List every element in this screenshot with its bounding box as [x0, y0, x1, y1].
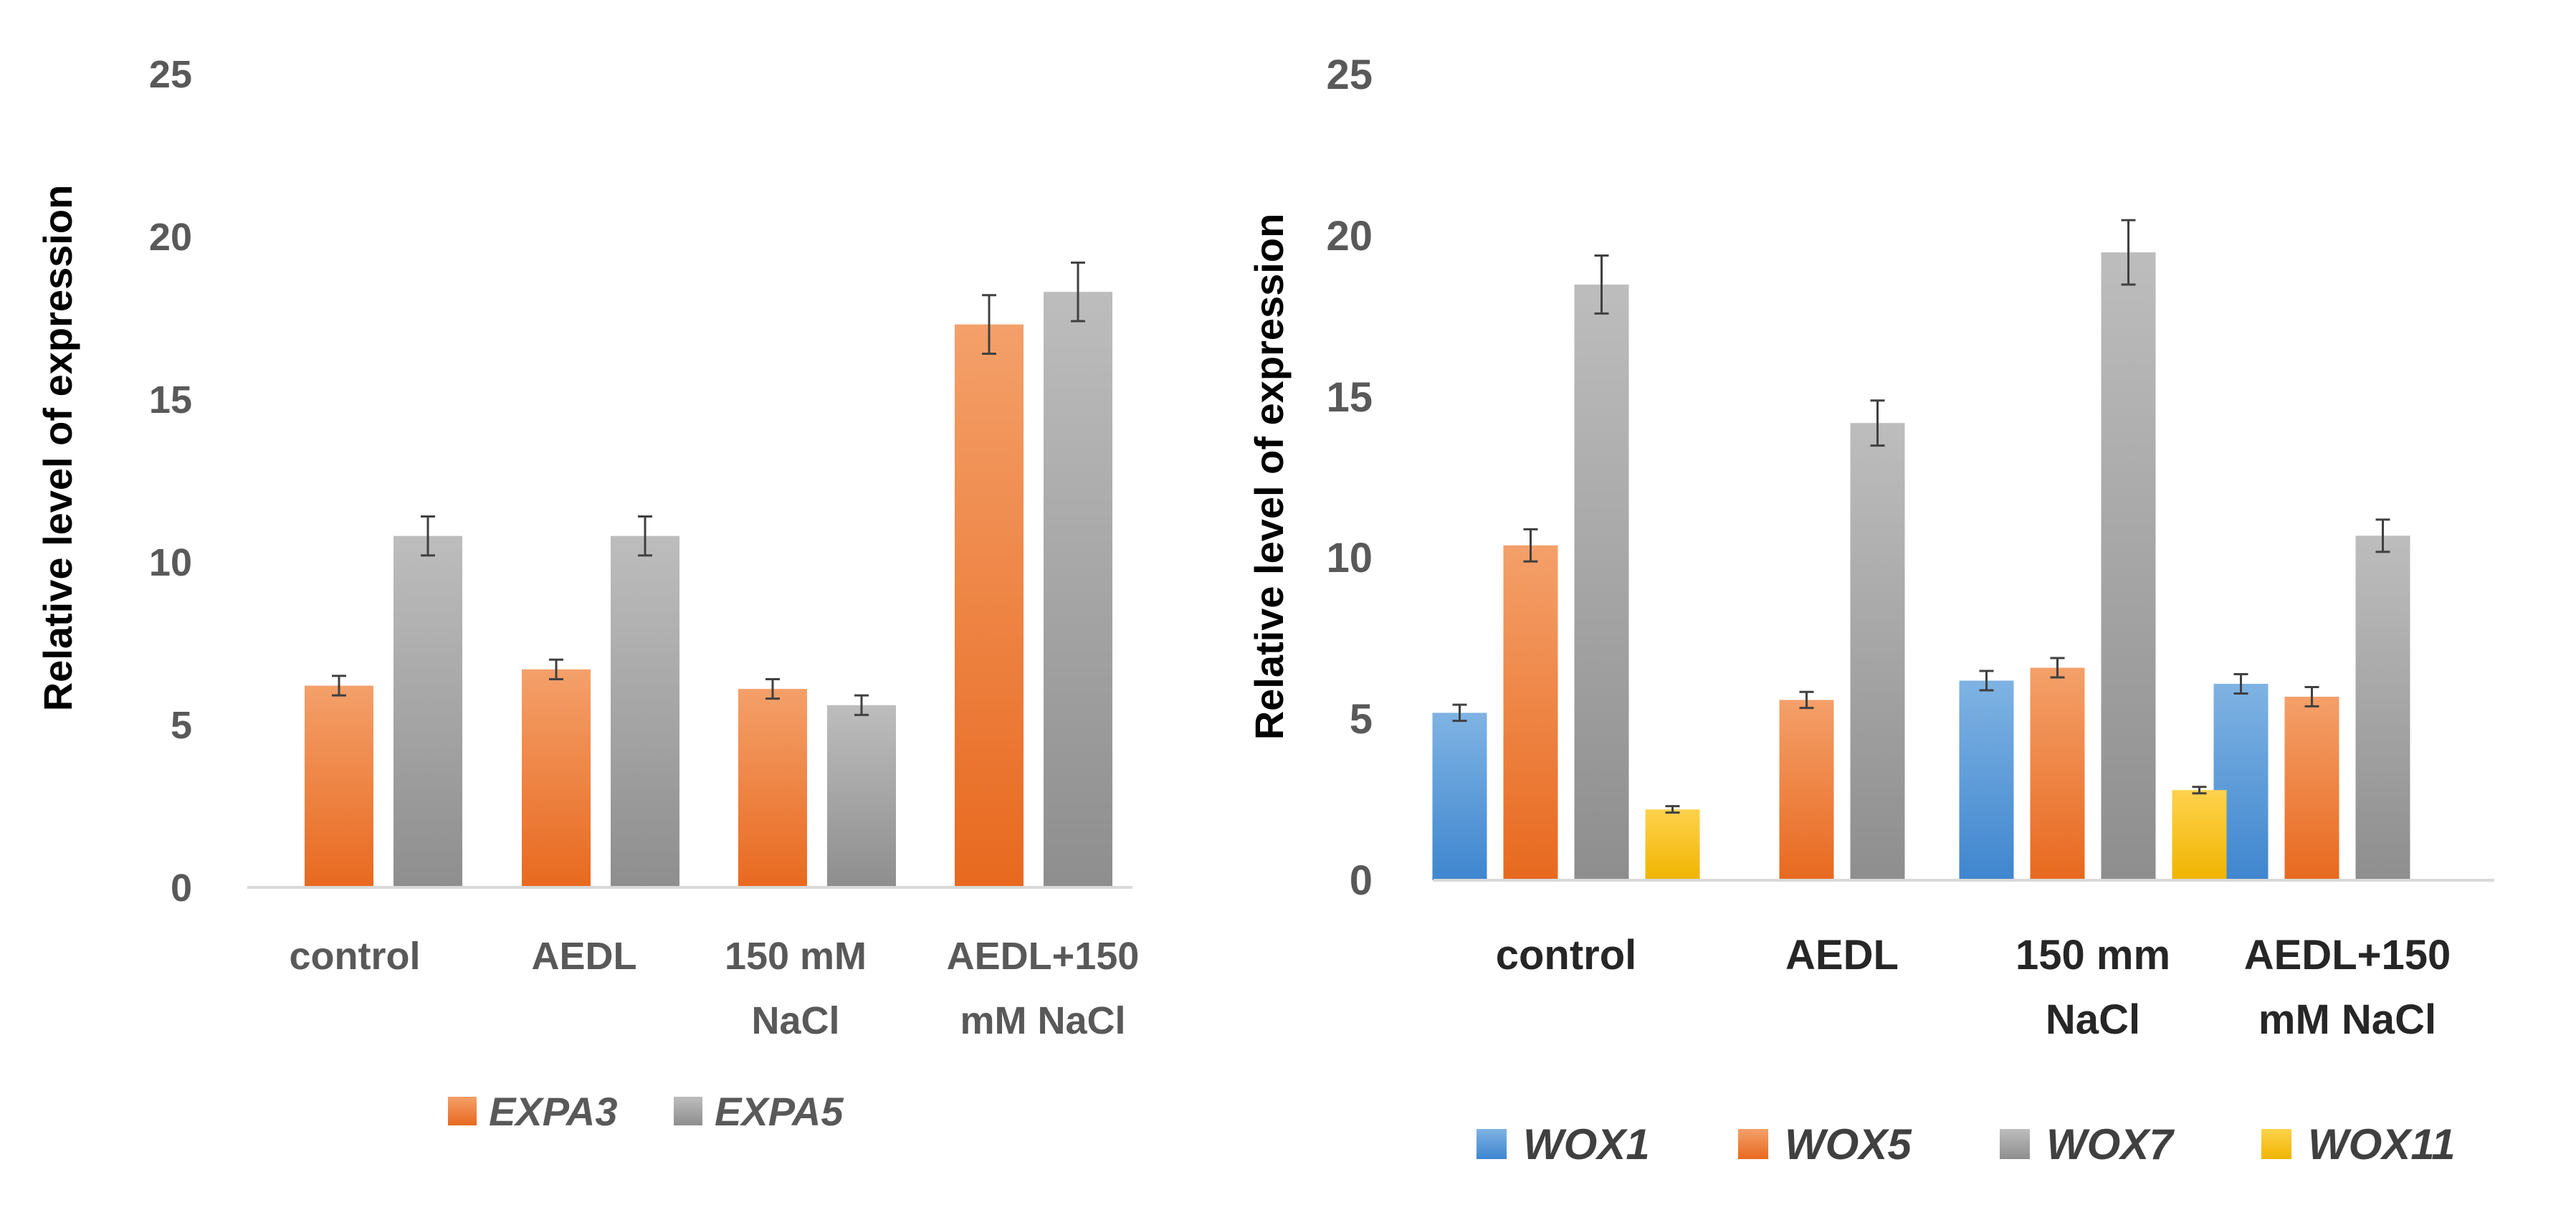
bar-wox1-2	[1959, 680, 2014, 880]
errorbar-wox5-2	[2050, 657, 2065, 679]
legend-swatch-wox5	[1738, 1129, 1768, 1159]
right-category-control: control	[1496, 932, 1637, 978]
errorbar-expa5-2	[854, 694, 869, 716]
right-y-tick-20: 20	[1326, 213, 1373, 259]
left-chart: Relative level of expression 0 5 10 15 2…	[35, 53, 1139, 1134]
errorbar-wox7-0	[1594, 254, 1609, 315]
left-y-tick-0: 0	[171, 867, 192, 910]
right-y-tick-10: 10	[1326, 535, 1373, 581]
right-y-tick-5: 5	[1350, 696, 1373, 743]
right-x-categories: control AEDL 150 mm NaCl AEDL+150 mM NaC…	[1496, 932, 2451, 1043]
bar-wox5-3	[2284, 696, 2339, 880]
errorbar-wox11-0	[1665, 805, 1680, 814]
bar-wox5-1	[1779, 700, 1834, 880]
left-y-tick-5: 5	[171, 704, 192, 747]
legend-label-wox7: WOX7	[2046, 1120, 2175, 1168]
bar-wox7-2	[2101, 252, 2156, 880]
left-category-aedl150-line2: mM NaCl	[960, 999, 1125, 1042]
errorbar-wox1-2	[1979, 670, 1994, 692]
left-y-tick-10: 10	[149, 541, 192, 584]
right-category-150mm-line1: 150 mm	[2016, 932, 2170, 978]
legend-label-wox1: WOX1	[1523, 1120, 1650, 1168]
errorbar-wox7-2	[2121, 219, 2136, 286]
errorbar-expa5-0	[421, 515, 435, 557]
errorbar-wox5-3	[2304, 685, 2319, 707]
bar-expa3-3	[955, 324, 1024, 888]
legend-swatch-wox1	[1477, 1129, 1507, 1159]
errorbar-expa3-0	[332, 675, 346, 697]
left-bars	[305, 261, 1112, 888]
legend-swatch-wox7	[2000, 1129, 2030, 1159]
right-y-axis-label: Relative level of expression	[1246, 214, 1292, 740]
left-y-tick-25: 25	[149, 53, 192, 96]
right-chart: Relative level of expression 0 5 10 15 2…	[1246, 52, 2494, 1168]
errorbar-wox7-3	[2375, 518, 2390, 553]
bar-expa5-3	[1044, 292, 1112, 887]
bar-expa5-1	[611, 535, 679, 887]
legend-swatch-wox11	[2261, 1129, 2291, 1159]
legend-label-wox11: WOX11	[2308, 1120, 2456, 1168]
bar-expa3-2	[738, 689, 807, 887]
legend-swatch-expa3	[448, 1097, 477, 1125]
legend-label-expa3: EXPA3	[489, 1089, 617, 1134]
left-y-ticks: 0 5 10 15 20 25	[149, 53, 192, 910]
errorbar-expa3-3	[982, 294, 996, 355]
bar-expa3-1	[522, 669, 591, 887]
errorbar-wox1-3	[2233, 673, 2248, 695]
right-bars	[1432, 219, 2410, 881]
right-category-150mm-line2: NaCl	[2046, 996, 2140, 1043]
right-category-aedl150-line1: AEDL+150	[2244, 932, 2451, 978]
bar-expa5-0	[393, 535, 462, 887]
left-category-150mm-line1: 150 mM	[725, 935, 867, 978]
bar-wox7-0	[1574, 284, 1629, 881]
bar-expa3-0	[305, 685, 373, 887]
left-category-150mm-line2: NaCl	[751, 999, 839, 1042]
legend-label-wox5: WOX5	[1785, 1120, 1912, 1168]
left-y-axis-label: Relative level of expression	[35, 185, 80, 712]
right-y-tick-15: 15	[1326, 374, 1373, 421]
bar-wox5-0	[1503, 545, 1558, 880]
right-category-aedl: AEDL	[1785, 932, 1899, 978]
left-y-tick-20: 20	[149, 216, 192, 259]
bar-wox11-2	[2172, 790, 2227, 880]
left-y-tick-15: 15	[149, 378, 192, 421]
bar-wox7-1	[1850, 423, 1905, 880]
errorbar-wox5-1	[1799, 690, 1814, 710]
errorbar-expa5-1	[638, 515, 652, 557]
left-category-control: control	[290, 935, 421, 978]
bar-wox5-2	[2030, 667, 2085, 880]
errorbar-wox7-1	[1870, 399, 1885, 447]
errorbar-wox5-0	[1523, 528, 1538, 563]
bar-wox11-0	[1645, 809, 1700, 880]
errorbar-wox1-0	[1452, 703, 1467, 723]
left-category-aedl150-line1: AEDL+150	[947, 935, 1140, 978]
errorbar-expa3-1	[549, 658, 563, 680]
right-y-tick-25: 25	[1326, 52, 1373, 98]
bar-wox7-3	[2355, 535, 2410, 880]
right-y-tick-0: 0	[1350, 857, 1373, 904]
legend-label-expa5: EXPA5	[715, 1089, 844, 1134]
errorbar-expa5-3	[1071, 261, 1085, 323]
right-category-aedl150-line2: mM NaCl	[2258, 996, 2436, 1043]
left-category-aedl: AEDL	[532, 935, 637, 978]
bar-wox1-0	[1432, 713, 1487, 880]
errorbar-expa3-2	[765, 677, 780, 700]
bar-expa5-2	[827, 705, 896, 887]
right-legend: WOX1 WOX5 WOX7 WOX11	[1477, 1120, 2456, 1168]
legend-swatch-expa5	[674, 1097, 702, 1125]
left-x-categories: control AEDL 150 mM NaCl AEDL+150 mM NaC…	[290, 935, 1140, 1042]
left-legend: EXPA3 EXPA5	[448, 1089, 844, 1134]
errorbar-wox11-2	[2192, 786, 2207, 795]
right-y-ticks: 0 5 10 15 20 25	[1326, 52, 1373, 904]
